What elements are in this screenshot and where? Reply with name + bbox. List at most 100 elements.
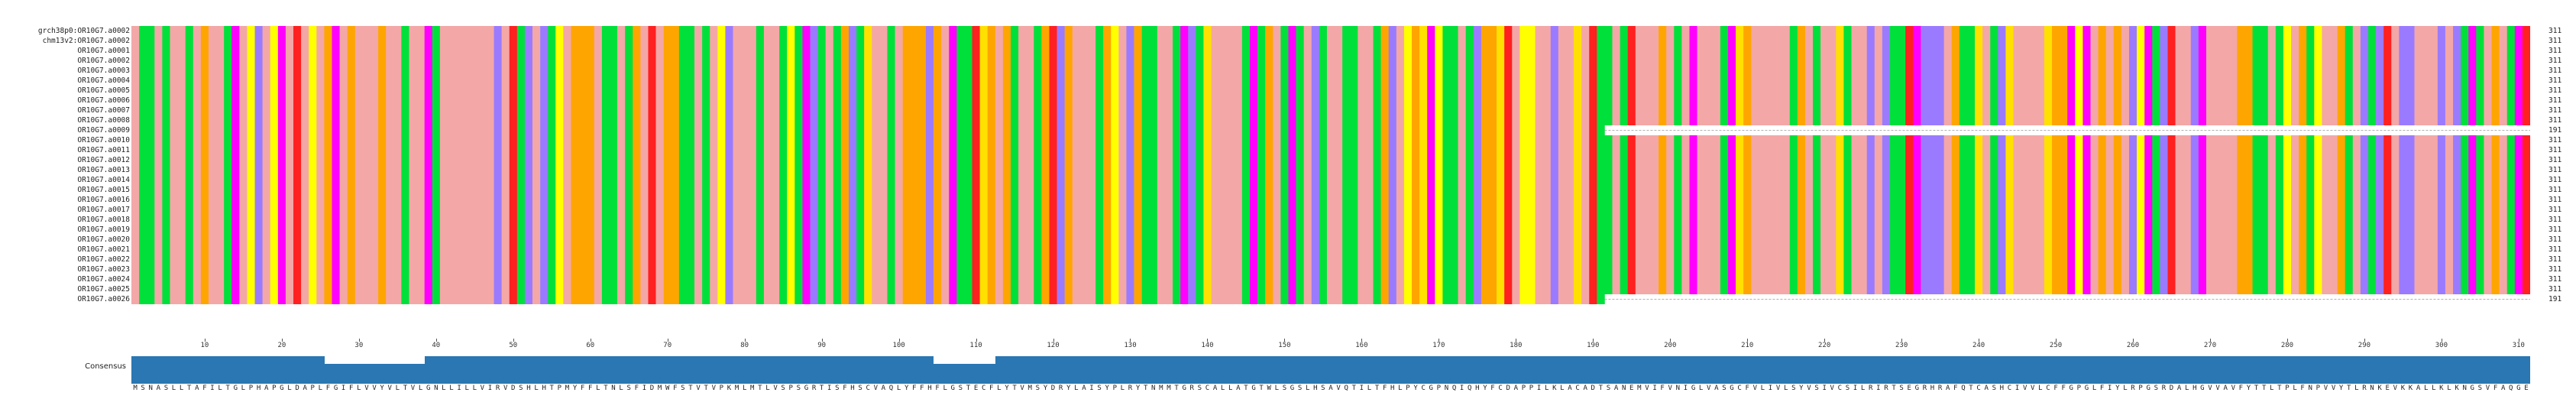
residue-block — [1265, 56, 1273, 66]
residue-block — [763, 105, 780, 115]
residue-block — [2337, 86, 2345, 96]
residue-block — [185, 165, 194, 175]
residue-block — [2322, 185, 2338, 195]
residue-block — [2391, 46, 2400, 56]
residue-block — [725, 185, 733, 195]
residue-block — [571, 195, 595, 205]
residue-block — [702, 96, 710, 105]
residue-block — [524, 155, 533, 165]
residue-block — [794, 215, 803, 225]
residue-block — [1820, 76, 1837, 86]
residue-block — [1959, 135, 1976, 145]
residue-block — [1203, 135, 1212, 145]
residue-block — [494, 56, 502, 66]
residue-block — [2399, 215, 2415, 225]
residue-block — [2152, 26, 2160, 36]
residue-block — [648, 135, 656, 145]
residue-block — [902, 155, 927, 165]
residue-block — [247, 135, 255, 145]
residue-block — [2005, 205, 2014, 215]
residue-block — [239, 185, 248, 195]
residue-block — [1280, 215, 1289, 225]
residue-block — [1419, 195, 1428, 205]
residue-block — [1581, 125, 1590, 135]
residue-block — [1188, 125, 1196, 135]
residue-block — [2275, 76, 2284, 86]
residue-block — [1419, 96, 1428, 105]
residue-block — [1388, 195, 1397, 205]
residue-block — [1720, 86, 1729, 96]
residue-block — [1157, 125, 1173, 135]
residue-block — [170, 46, 186, 56]
residue-block — [640, 195, 649, 205]
residue-block — [1419, 76, 1428, 86]
residue-block — [1951, 165, 1960, 175]
residue-block — [1804, 185, 1814, 195]
residue-block — [1442, 215, 1458, 225]
residue-block — [763, 96, 780, 105]
residue-block — [2252, 36, 2269, 46]
residue-block — [378, 76, 387, 86]
residue-block — [995, 46, 1004, 56]
residue-block — [1743, 215, 1752, 225]
residue-block — [1627, 225, 1636, 235]
residue-block — [1882, 195, 1891, 205]
residue-block — [1435, 145, 1443, 155]
residue-block — [625, 135, 633, 145]
residue-block — [2160, 215, 2168, 225]
residue-block — [293, 105, 302, 115]
residue-block — [2376, 145, 2384, 155]
residue-block — [1797, 195, 1806, 205]
residue-block — [856, 105, 865, 115]
residue-block — [2283, 145, 2292, 155]
residue-block — [432, 155, 441, 165]
residue-block — [2190, 205, 2199, 215]
residue-block — [1288, 145, 1296, 155]
residue-block — [934, 66, 942, 76]
residue-block — [185, 205, 194, 215]
residue-block — [2491, 135, 2500, 145]
residue-block — [1882, 86, 1891, 96]
residue-block — [1273, 26, 1281, 36]
residue-block — [2376, 175, 2384, 185]
residue-block — [2005, 46, 2014, 56]
residue-block — [309, 36, 317, 46]
residue-block — [1427, 205, 1435, 215]
residue-block — [162, 145, 170, 155]
residue-block — [2437, 56, 2446, 66]
residue-block — [2044, 86, 2053, 96]
residue-block — [987, 26, 996, 36]
residue-block — [1157, 36, 1173, 46]
residue-block — [185, 145, 194, 155]
residue-block — [717, 46, 726, 56]
residue-block — [2205, 175, 2238, 185]
residue-block — [817, 76, 826, 86]
residue-block — [2005, 115, 2014, 125]
residue-block — [902, 76, 927, 86]
residue-block — [439, 115, 494, 125]
residue-block — [285, 225, 294, 235]
residue-block — [864, 195, 872, 205]
residue-block — [494, 86, 502, 96]
residue-block — [2337, 185, 2345, 195]
residue-block — [655, 225, 664, 235]
residue-block — [293, 26, 302, 36]
residue-block — [1288, 215, 1296, 225]
residue-block — [548, 115, 556, 125]
residue-block — [833, 185, 842, 195]
residue-block — [2299, 195, 2307, 205]
residue-block — [1396, 165, 1405, 175]
residue-block — [401, 26, 409, 36]
residue-block — [555, 145, 564, 155]
residue-block — [1681, 135, 1690, 145]
residue-block — [1674, 165, 1682, 175]
residue-block — [2461, 155, 2469, 165]
residue-block — [1249, 225, 1258, 235]
residue-block — [1319, 46, 1328, 56]
residue-block — [1990, 185, 1998, 195]
residue-block — [2005, 145, 2014, 155]
residue-block — [1435, 56, 1443, 66]
residue-block — [2237, 205, 2253, 215]
residue-block — [1697, 145, 1721, 155]
residue-block — [1674, 26, 1682, 36]
